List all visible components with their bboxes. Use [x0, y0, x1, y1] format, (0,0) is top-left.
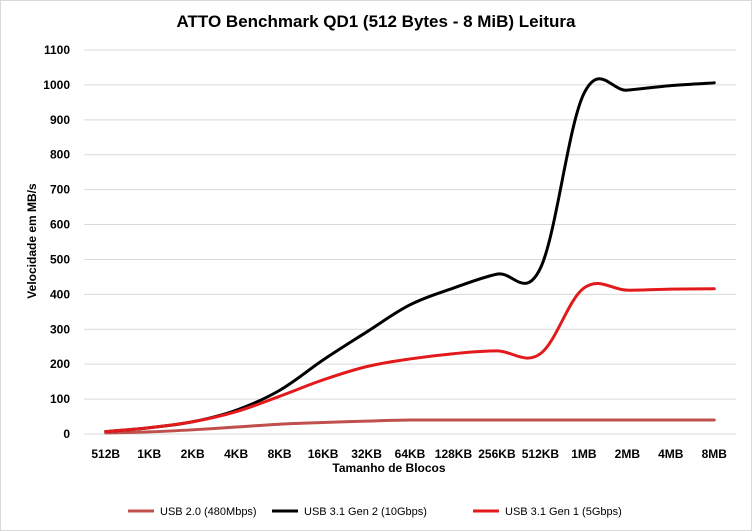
- x-tick-label: 512KB: [522, 447, 560, 461]
- y-tick-label: 200: [50, 357, 70, 371]
- x-tick-label: 4MB: [658, 447, 684, 461]
- legend: USB 2.0 (480Mbps) USB 3.1 Gen 2 (10Gbps) U…: [128, 506, 622, 518]
- y-tick-label: 700: [50, 183, 70, 197]
- series-line-usb-2-0-480mbps: [104, 418, 716, 435]
- x-tick-label: 2KB: [181, 447, 205, 461]
- y-tick-label: 600: [50, 218, 70, 232]
- series-line-usb-3-1-gen-1-5gbps: [104, 282, 716, 434]
- legend-label: USB 3.1 Gen 2 (10Gbps): [304, 506, 427, 518]
- y-tick-label: 400: [50, 287, 70, 301]
- legend-label: USB 3.1 Gen 1 (5Gbps): [505, 506, 622, 518]
- x-tick-label: 1MB: [571, 447, 597, 461]
- legend-label: USB 2.0 (480Mbps): [160, 506, 257, 518]
- x-tick-label: 8MB: [702, 447, 728, 461]
- x-tick-label: 256KB: [478, 447, 516, 461]
- y-tick-label: 0: [63, 427, 70, 441]
- chart-title: ATTO Benchmark QD1 (512 Bytes - 8 MiB) L…: [177, 12, 577, 31]
- x-tick-label: 128KB: [435, 447, 473, 461]
- y-axis-label: Velocidade em MB/s: [25, 183, 39, 299]
- y-tick-label: 900: [50, 113, 70, 127]
- data-series: [104, 77, 716, 435]
- x-tick-label: 8KB: [268, 447, 292, 461]
- y-tick-label: 800: [50, 148, 70, 162]
- x-axis-label: Tamanho de Blocos: [332, 461, 445, 475]
- x-tick-label: 32KB: [351, 447, 382, 461]
- x-tick-label: 64KB: [395, 447, 426, 461]
- y-tick-label: 500: [50, 252, 70, 266]
- series-line-usb-3-1-gen-2-10gbps: [104, 77, 716, 434]
- x-tick-label: 16KB: [308, 447, 339, 461]
- grid-lines: [84, 49, 736, 435]
- y-tick-label: 300: [50, 322, 70, 336]
- x-tick-label: 2MB: [615, 447, 641, 461]
- x-tick-label: 1KB: [137, 447, 161, 461]
- y-tick-label: 1100: [44, 43, 70, 57]
- x-tick-labels: 512B 1KB 2KB 4KB 8KB 16KB 32KB 64KB 128KB 256KB 51…: [91, 447, 727, 461]
- y-tick-label: 1000: [43, 78, 70, 92]
- x-tick-label: 512B: [91, 447, 120, 461]
- y-tick-label: 100: [50, 392, 70, 406]
- y-tick-labels: 0 100 200 300 400 500 600 700 800 900 1000 1100: [43, 43, 70, 441]
- x-tick-label: 4KB: [224, 447, 248, 461]
